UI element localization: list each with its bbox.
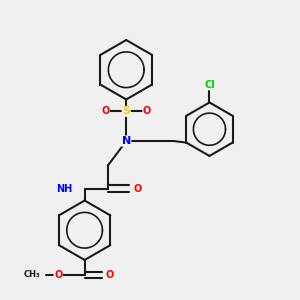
Text: Cl: Cl — [204, 80, 215, 90]
Text: O: O — [54, 270, 62, 280]
Text: CH₃: CH₃ — [23, 270, 40, 279]
Text: NH: NH — [56, 184, 73, 194]
Text: O: O — [106, 270, 114, 280]
Text: N: N — [122, 136, 131, 146]
Text: O: O — [143, 106, 151, 116]
Text: O: O — [101, 106, 110, 116]
Text: O: O — [134, 184, 142, 194]
Text: S: S — [122, 106, 130, 116]
